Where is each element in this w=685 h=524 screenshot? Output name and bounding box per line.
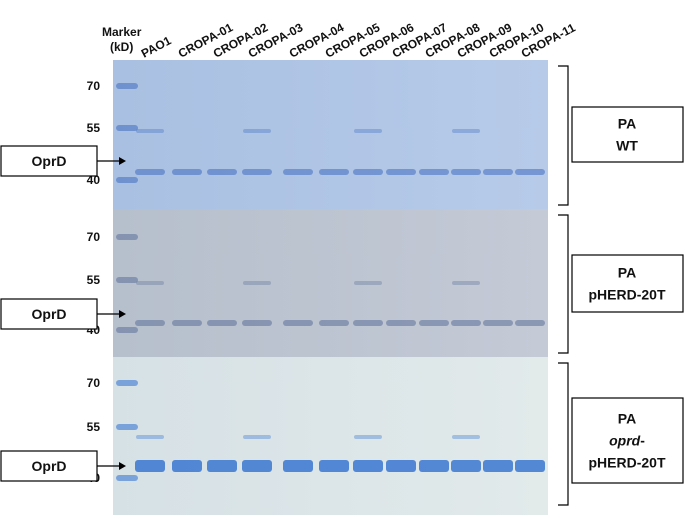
band [386,169,416,175]
arrow-label: OprD [32,306,67,322]
band [353,460,383,472]
marker-tick-label: 70 [87,230,101,244]
bracket [558,65,569,206]
bracket [558,362,569,506]
band [243,281,271,285]
band [419,460,449,472]
band [243,129,271,133]
band [207,169,237,175]
band [452,435,480,439]
lane-label: PAO1 [139,33,174,60]
band [483,169,513,175]
band [242,169,272,175]
band [354,129,382,133]
band [319,320,349,326]
strain-label: pHERD-20T [588,455,665,471]
strain-label: PA [618,116,636,132]
strain-box [571,254,684,313]
band [172,460,202,472]
band [319,169,349,175]
band [353,169,383,175]
marker-band [116,125,138,131]
band [283,169,313,175]
strain-text: pHERD-20T [588,455,665,471]
band [451,169,481,175]
marker-band [116,234,138,240]
band [451,320,481,326]
strain-text: PA [618,411,636,427]
marker-label: Marker [102,25,142,39]
band [243,435,271,439]
band [136,281,164,285]
band [386,320,416,326]
band [353,320,383,326]
band [242,320,272,326]
strain-text: PA [618,265,636,281]
band [452,129,480,133]
band [135,169,165,175]
band [483,320,513,326]
band [207,320,237,326]
arrow-head [119,310,126,318]
arrow-label: OprD [32,458,67,474]
strain-label: oprd- [609,433,645,449]
marker-tick-label: 55 [87,121,101,135]
marker-tick-label: 70 [87,376,101,390]
bracket [558,214,569,354]
strain-text: oprd [609,433,641,449]
arrow-head [119,157,126,165]
band [283,320,313,326]
label-box [0,145,98,177]
gel-panel [113,209,548,357]
band [172,320,202,326]
band [386,460,416,472]
strain-label: PA [618,265,636,281]
unit-label: (kD) [110,40,133,54]
strain-box [571,106,684,163]
band [135,320,165,326]
gel-panel [113,357,548,515]
band [242,460,272,472]
band [515,169,545,175]
strain-label: pHERD-20T [588,287,665,303]
strain-text: PA [618,116,636,132]
marker-band [116,177,138,183]
marker-band [116,327,138,333]
strain-label: WT [616,138,638,154]
strain-label: PA [618,411,636,427]
band [283,460,313,472]
band [136,129,164,133]
arrow-label: OprD [32,153,67,169]
arrow-head [119,462,126,470]
marker-tick-label: 55 [87,420,101,434]
band [354,281,382,285]
band [136,435,164,439]
band [419,320,449,326]
band [419,169,449,175]
marker-band [116,277,138,283]
band [172,169,202,175]
band [319,460,349,472]
label-box [0,450,98,482]
marker-tick-label: 55 [87,273,101,287]
band [451,460,481,472]
band [452,281,480,285]
band [354,435,382,439]
band [483,460,513,472]
strain-text: WT [616,138,638,154]
strain-text: - [640,433,645,449]
band [207,460,237,472]
marker-band [116,475,138,481]
band [515,460,545,472]
band [515,320,545,326]
marker-band [116,424,138,430]
strain-box [571,397,684,484]
gel-panel [113,60,548,209]
band [135,460,165,472]
marker-band [116,380,138,386]
strain-text: pHERD-20T [588,287,665,303]
marker-band [116,83,138,89]
marker-tick-label: 70 [87,79,101,93]
